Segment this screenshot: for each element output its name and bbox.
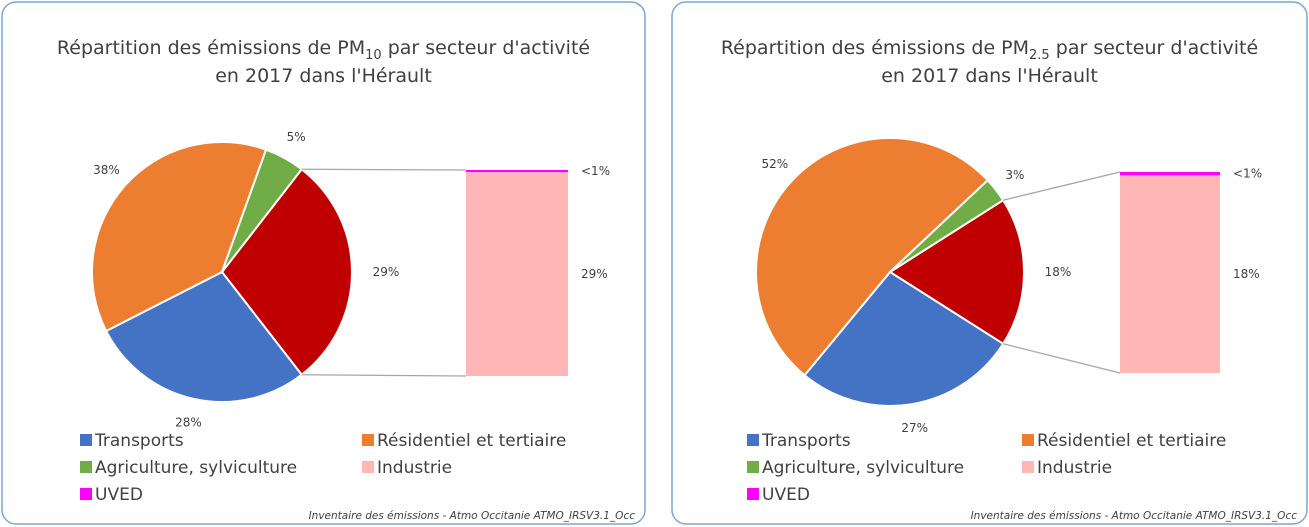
chart-title: en 2017 dans l'Hérault [215, 65, 432, 87]
pie-slice [888, 198, 1025, 346]
legend-label: Transports [94, 431, 184, 451]
title-text: Répartition des émissions de PM [721, 37, 1029, 59]
legend-swatch [362, 461, 374, 473]
data-label: 27% [901, 421, 928, 435]
data-label: 5% [287, 130, 306, 144]
pie-slice [755, 137, 990, 377]
legend-label: Industrie [377, 458, 452, 478]
legend-swatch [362, 434, 374, 446]
bar-segment [466, 172, 568, 376]
chart-title: Répartition des émissions de PM2.5 par s… [721, 37, 1258, 63]
data-label: 3% [1005, 168, 1024, 182]
legend-label: UVED [95, 485, 143, 505]
legend-label: Agriculture, sylviculture [95, 458, 297, 478]
legend-swatch [1022, 434, 1034, 446]
pie-slice [91, 141, 268, 333]
connector [301, 168, 467, 171]
data-label: 28% [175, 415, 202, 429]
data-label: <1% [1233, 167, 1262, 181]
data-label: 18% [1045, 265, 1072, 279]
pie-slice [220, 167, 353, 377]
legend-swatch [80, 488, 92, 500]
pie-slice [889, 178, 1005, 273]
legend-label: Résidentiel et tertiaire [1037, 431, 1226, 451]
bar-segment [466, 170, 568, 173]
data-label: 38% [93, 163, 120, 177]
legend-swatch [747, 461, 759, 473]
chart-title: en 2017 dans l'Hérault [881, 65, 1098, 87]
title-text: par secteur d'activité [1050, 37, 1258, 59]
data-label: 18% [1233, 267, 1260, 281]
legend-label: Transports [761, 431, 851, 451]
bar-segment [1120, 175, 1220, 373]
pie-slice [803, 270, 1005, 407]
legend-label: UVED [762, 485, 810, 505]
data-label: 52% [761, 157, 788, 171]
legend-label: Agriculture, sylviculture [762, 458, 964, 478]
connector [301, 374, 467, 377]
bar-segment [1120, 172, 1220, 176]
connector [1002, 171, 1121, 201]
chart-title: Répartition des émissions de PM10 par se… [57, 37, 590, 63]
legend-label: Résidentiel et tertiaire [377, 431, 566, 451]
legend-swatch [747, 488, 759, 500]
legend-label: Industrie [1037, 458, 1112, 478]
legend-swatch [747, 434, 759, 446]
title-subscript: 2.5 [1029, 48, 1050, 63]
pie-slice [221, 148, 304, 273]
pie-slice [104, 270, 304, 403]
title-text: Répartition des émissions de PM [57, 37, 365, 59]
legend-swatch [1022, 461, 1034, 473]
data-label: <1% [581, 164, 610, 178]
source-note: Inventaire des émissions - Atmo Occitani… [971, 510, 1298, 522]
legend-swatch [80, 434, 92, 446]
source-note: Inventaire des émissions - Atmo Occitani… [309, 510, 636, 522]
data-label: 29% [373, 265, 400, 279]
title-text: par secteur d'activité [382, 37, 590, 59]
data-label: 29% [581, 267, 608, 281]
legend-swatch [80, 461, 92, 473]
title-subscript: 10 [365, 48, 382, 63]
connector [1002, 343, 1121, 374]
